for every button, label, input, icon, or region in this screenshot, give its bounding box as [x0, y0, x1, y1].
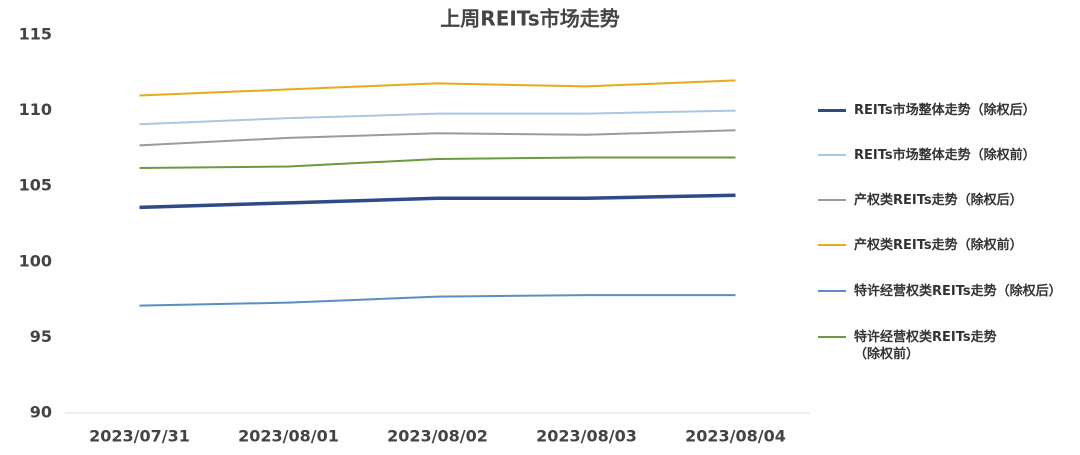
- legend-item: 产权类REITs走势（除权前）: [818, 237, 1023, 254]
- y-tick-label: 115: [19, 25, 52, 44]
- legend-swatch: [818, 154, 846, 156]
- x-tick-label: 2023/07/31: [89, 427, 190, 446]
- legend-swatch: [818, 336, 846, 338]
- legend-label: REITs市场整体走势（除权后）: [854, 103, 1036, 118]
- y-tick-label: 90: [30, 403, 52, 422]
- y-tick-label: 100: [19, 251, 52, 270]
- chart-title: 上周REITs市场走势: [440, 7, 619, 31]
- legend-item: 特许经营权类REITs走势 （除权前）: [818, 329, 997, 363]
- line-series: [139, 294, 736, 307]
- y-tick-label: 105: [19, 176, 52, 195]
- legend-item: REITs市场整体走势（除权后）: [818, 102, 1036, 119]
- line-series: [139, 129, 736, 147]
- y-tick-label: 110: [19, 100, 52, 119]
- legend-label: 产权类REITs走势（除权前）: [854, 238, 1023, 253]
- legend-swatch: [818, 109, 846, 112]
- y-tick-label: 95: [30, 327, 52, 346]
- legend-label: 产权类REITs走势（除权后）: [854, 193, 1023, 208]
- legend-item: 产权类REITs走势（除权后）: [818, 192, 1023, 209]
- x-tick-label: 2023/08/03: [536, 427, 637, 446]
- legend-swatch: [818, 244, 846, 246]
- line-series: [139, 193, 736, 210]
- line-series: [139, 156, 736, 170]
- legend-label: 特许经营权类REITs走势 （除权前）: [854, 330, 997, 362]
- x-tick-label: 2023/08/01: [238, 427, 339, 446]
- legend-swatch: [818, 290, 846, 292]
- x-tick-label: 2023/08/02: [387, 427, 488, 446]
- legend-label: 特许经营权类REITs走势（除权后）: [854, 284, 1062, 299]
- legend-item: 特许经营权类REITs走势（除权后）: [818, 283, 1062, 300]
- line-series: [139, 79, 736, 97]
- line-series: [139, 109, 736, 126]
- legend-label: REITs市场整体走势（除权前）: [854, 148, 1036, 163]
- x-tick-label: 2023/08/04: [685, 427, 786, 446]
- legend-item: REITs市场整体走势（除权前）: [818, 147, 1036, 164]
- legend-swatch: [818, 199, 846, 201]
